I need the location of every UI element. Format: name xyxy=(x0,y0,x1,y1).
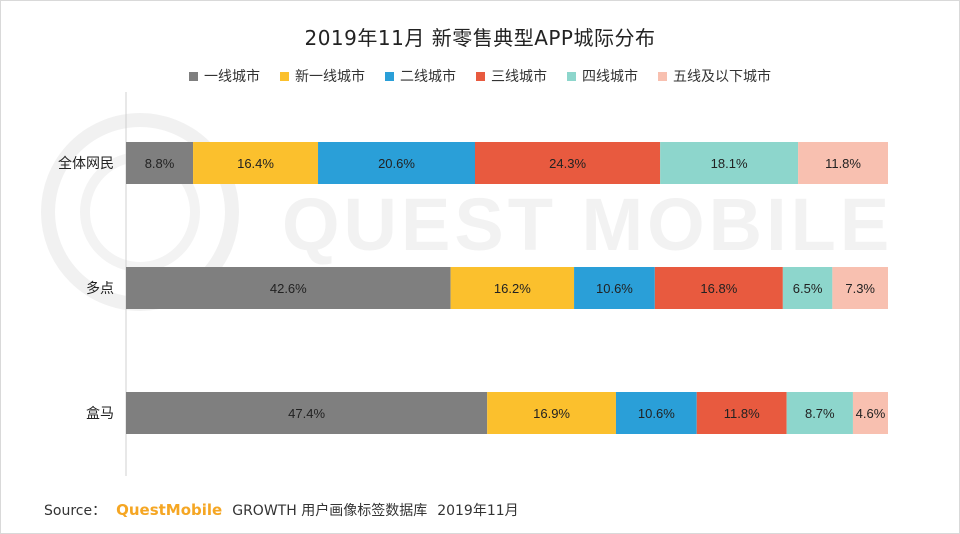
data-label: 8.7% xyxy=(805,406,835,421)
source-prefix: Source： xyxy=(44,503,107,519)
data-label: 42.6% xyxy=(270,281,307,296)
data-label: 7.3% xyxy=(845,281,875,296)
data-label: 16.2% xyxy=(494,281,531,296)
bar-segment xyxy=(798,142,888,184)
bar-segment xyxy=(487,392,616,434)
bar-segment xyxy=(450,267,575,309)
legend-item: 新一线城市 xyxy=(280,66,365,86)
source-date: 2019年11月 xyxy=(437,503,519,519)
bar-segment xyxy=(126,142,194,184)
legend-item: 三线城市 xyxy=(476,66,547,86)
data-label: 11.8% xyxy=(825,156,861,171)
legend-label: 新一线城市 xyxy=(295,69,365,85)
category-label: 全体网民 xyxy=(58,155,114,172)
legend-swatch xyxy=(476,71,485,81)
legend-label: 三线城市 xyxy=(491,69,547,85)
source-line: Source： QuestMobile GROWTH 用户画像标签数据库 201… xyxy=(44,500,519,520)
data-label: 16.8% xyxy=(700,281,737,296)
bar-segment xyxy=(574,267,655,309)
legend: 一线城市 新一线城市 二线城市 三线城市 四线城市 五线及以下城市 xyxy=(0,66,960,86)
bar-segment xyxy=(193,142,319,184)
bar-segment xyxy=(126,392,488,434)
bar-segment xyxy=(832,267,888,309)
bar-segment xyxy=(126,267,451,309)
data-label: 16.9% xyxy=(533,406,570,421)
chart-title: 2019年11月 新零售典型APP城际分布 xyxy=(304,26,656,50)
legend-label: 一线城市 xyxy=(204,69,260,85)
bar-segment xyxy=(654,267,783,309)
legend-swatch xyxy=(385,71,394,81)
source-text: GROWTH 用户画像标签数据库 xyxy=(232,503,428,519)
data-label: 10.6% xyxy=(596,281,633,296)
legend-swatch xyxy=(189,71,198,81)
legend-label: 四线城市 xyxy=(582,69,638,85)
data-label: 24.3% xyxy=(549,156,586,171)
data-label: 11.8% xyxy=(724,406,760,421)
legend-item: 二线城市 xyxy=(385,66,456,86)
data-label: 47.4% xyxy=(288,406,325,421)
category-label: 盒马 xyxy=(86,405,114,422)
legend-label: 五线及以下城市 xyxy=(673,69,771,85)
bar-segment xyxy=(852,392,888,434)
bar-segment xyxy=(696,392,787,434)
bar-segment xyxy=(660,142,799,184)
legend-item: 五线及以下城市 xyxy=(658,66,771,86)
data-label: 8.8% xyxy=(145,156,175,171)
data-label: 10.6% xyxy=(638,406,675,421)
bar-segment xyxy=(786,392,853,434)
legend-swatch xyxy=(280,71,289,81)
bar-segment xyxy=(615,392,697,434)
bar-segment xyxy=(318,142,475,184)
legend-swatch xyxy=(567,71,576,81)
data-label: 18.1% xyxy=(711,156,748,171)
bar-segment xyxy=(474,142,661,184)
category-label: 多点 xyxy=(86,280,114,297)
data-label: 16.4% xyxy=(237,156,274,171)
data-label: 6.5% xyxy=(793,281,823,296)
data-label: 4.6% xyxy=(856,406,886,421)
legend-item: 四线城市 xyxy=(567,66,638,86)
legend-swatch xyxy=(658,71,667,81)
legend-label: 二线城市 xyxy=(400,69,456,85)
legend-item: 一线城市 xyxy=(189,66,260,86)
bar-segment xyxy=(782,267,833,309)
data-label: 20.6% xyxy=(378,156,415,171)
source-brand: QuestMobile xyxy=(116,501,223,519)
